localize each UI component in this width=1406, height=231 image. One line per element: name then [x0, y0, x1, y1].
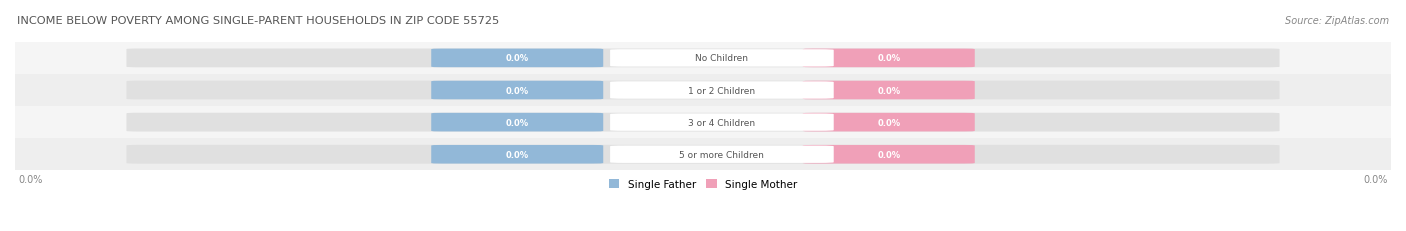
Text: 0.0%: 0.0% [1364, 174, 1388, 184]
Text: 3 or 4 Children: 3 or 4 Children [689, 118, 755, 127]
Text: 0.0%: 0.0% [877, 54, 900, 63]
FancyBboxPatch shape [127, 145, 1279, 164]
FancyBboxPatch shape [803, 145, 974, 164]
FancyBboxPatch shape [127, 113, 1279, 132]
FancyBboxPatch shape [803, 49, 974, 68]
Text: No Children: No Children [696, 54, 748, 63]
FancyBboxPatch shape [610, 82, 834, 99]
Legend: Single Father, Single Mother: Single Father, Single Mother [605, 175, 801, 194]
Text: 0.0%: 0.0% [506, 86, 529, 95]
Text: 0.0%: 0.0% [506, 118, 529, 127]
FancyBboxPatch shape [432, 145, 603, 164]
Text: 0.0%: 0.0% [877, 150, 900, 159]
Bar [15, 107, 1391, 139]
FancyBboxPatch shape [803, 113, 974, 132]
FancyBboxPatch shape [610, 114, 834, 131]
FancyBboxPatch shape [127, 49, 1279, 68]
Text: 0.0%: 0.0% [506, 150, 529, 159]
Text: 0.0%: 0.0% [506, 54, 529, 63]
FancyBboxPatch shape [432, 49, 603, 68]
Text: 5 or more Children: 5 or more Children [679, 150, 765, 159]
FancyBboxPatch shape [432, 81, 603, 100]
FancyBboxPatch shape [610, 50, 834, 67]
Text: 0.0%: 0.0% [877, 86, 900, 95]
Text: 0.0%: 0.0% [18, 174, 42, 184]
Bar [15, 75, 1391, 107]
FancyBboxPatch shape [610, 146, 834, 163]
Bar [15, 139, 1391, 170]
Text: 0.0%: 0.0% [877, 118, 900, 127]
Bar [15, 43, 1391, 75]
FancyBboxPatch shape [803, 81, 974, 100]
Text: Source: ZipAtlas.com: Source: ZipAtlas.com [1285, 16, 1389, 26]
FancyBboxPatch shape [432, 113, 603, 132]
Text: 1 or 2 Children: 1 or 2 Children [689, 86, 755, 95]
FancyBboxPatch shape [127, 81, 1279, 100]
Text: INCOME BELOW POVERTY AMONG SINGLE-PARENT HOUSEHOLDS IN ZIP CODE 55725: INCOME BELOW POVERTY AMONG SINGLE-PARENT… [17, 16, 499, 26]
